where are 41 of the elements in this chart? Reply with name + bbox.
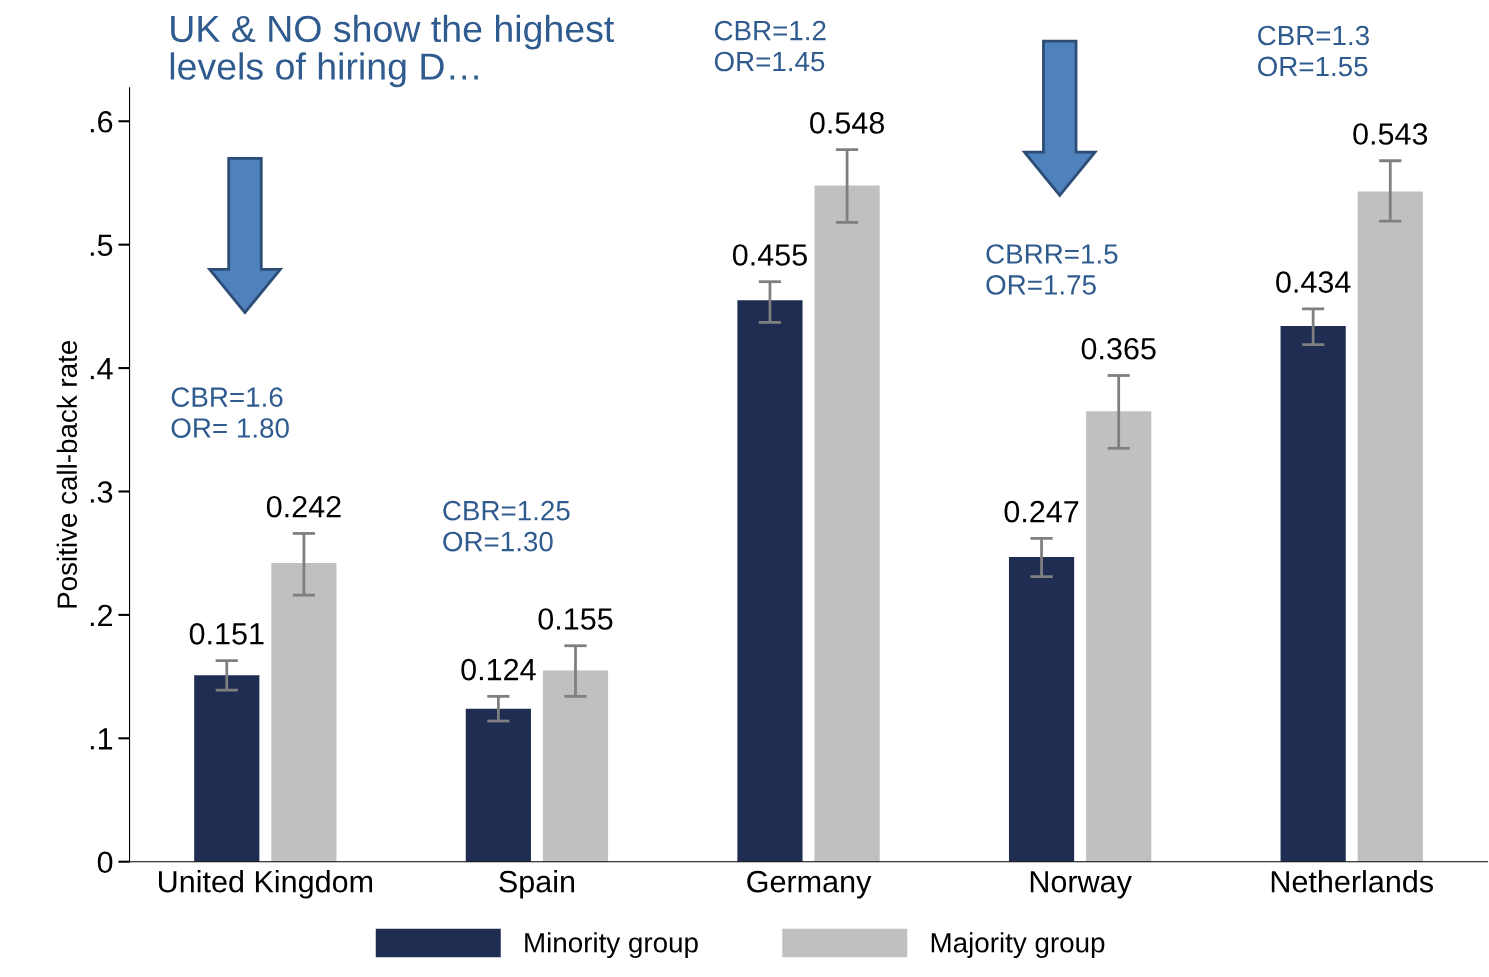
data-label: 0.124 bbox=[461, 658, 536, 681]
bar bbox=[542, 670, 609, 862]
data-label: 0.548 bbox=[810, 112, 884, 134]
x-tick-label: Spain bbox=[499, 870, 575, 899]
y-tick-label: .2 bbox=[90, 604, 113, 626]
data-label: 0.242 bbox=[266, 495, 341, 518]
x-tick-label: Netherlands bbox=[1271, 870, 1433, 893]
annotation: CBR=1.6 OR= 1.80 bbox=[171, 387, 289, 438]
bar bbox=[737, 300, 803, 862]
data-label: 0.247 bbox=[1004, 500, 1079, 523]
y-tick-label: .1 bbox=[90, 728, 113, 750]
bar bbox=[271, 563, 337, 862]
bar bbox=[814, 185, 880, 862]
data-label: 0.155 bbox=[538, 608, 613, 630]
annotation: CBR=1.25 OR=1.30 bbox=[443, 500, 570, 552]
annotation: CBRR=1.5 OR=1.75 bbox=[986, 244, 1118, 295]
data-label: 0.151 bbox=[189, 623, 264, 645]
x-tick-label: United Kingdom bbox=[159, 870, 373, 899]
y-tick-label: .3 bbox=[90, 481, 113, 503]
legend-label: Minority group bbox=[525, 932, 698, 959]
text: CBR=1.3 OR=1.55 bbox=[1257, 25, 1369, 77]
y-tick-label: .4 bbox=[90, 358, 113, 380]
bar bbox=[194, 675, 260, 862]
legend-label: Majority group bbox=[931, 932, 1105, 959]
x-tick-label: Norway bbox=[1030, 871, 1132, 899]
bar bbox=[1280, 326, 1346, 862]
y-tick-label: .5 bbox=[90, 234, 113, 257]
text: CBR=1.2 OR=1.45 bbox=[714, 20, 826, 72]
y-axis-title: Positive call-back rate bbox=[56, 340, 78, 608]
data-label: 0.434 bbox=[1276, 271, 1351, 293]
chart-title: UK & NO show the highest levels of hiring D… bbox=[170, 14, 615, 88]
bar bbox=[1357, 191, 1423, 862]
data-label: 0.543 bbox=[1353, 123, 1428, 145]
bar bbox=[1008, 556, 1075, 862]
y-tick-label: .6 bbox=[90, 110, 113, 133]
bar bbox=[1086, 411, 1152, 862]
y-tick-label: 0 bbox=[97, 851, 113, 874]
x-tick-label: Germany bbox=[747, 870, 872, 899]
bar bbox=[465, 708, 531, 862]
data-label: 0.365 bbox=[1081, 337, 1156, 360]
data-label: 0.455 bbox=[732, 244, 807, 266]
